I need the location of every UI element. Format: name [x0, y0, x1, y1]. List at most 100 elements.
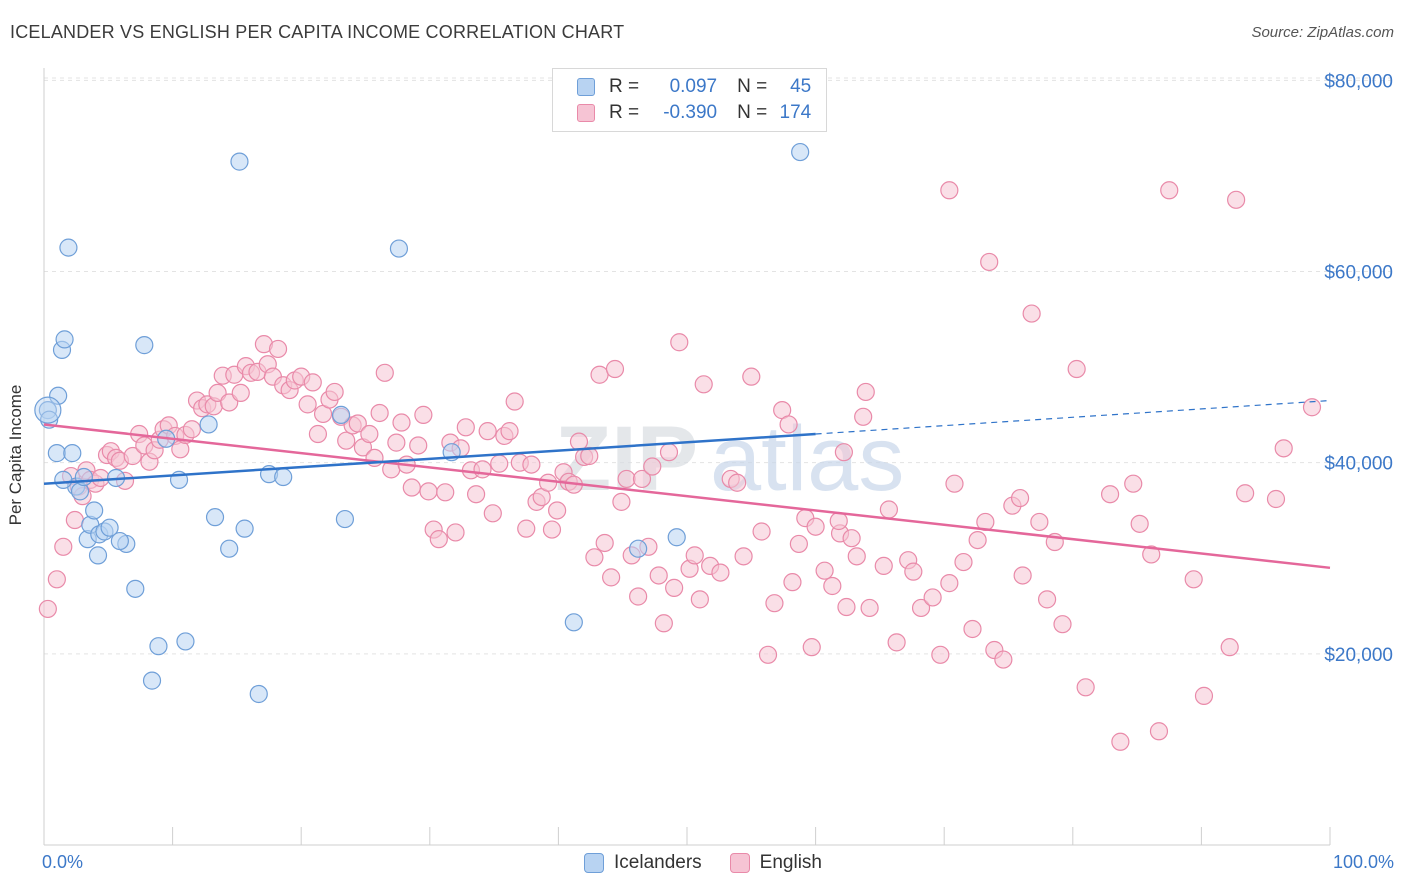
icelander-point: [331, 405, 351, 424]
english-point: [860, 598, 879, 618]
english-point: [387, 433, 406, 452]
english-point: [539, 473, 558, 492]
icelander-point: [199, 415, 218, 434]
legend-item-english: English: [729, 852, 822, 874]
english-point: [65, 510, 84, 530]
english-point: [854, 407, 873, 426]
english-point: [605, 359, 625, 379]
english-point: [54, 537, 73, 556]
icelander-point: [564, 613, 583, 632]
english-point: [569, 432, 589, 451]
icelander-point: [85, 501, 104, 520]
english-point: [629, 587, 648, 606]
legend-swatch-pink: [577, 104, 595, 122]
english-point: [779, 415, 798, 434]
english-point: [409, 436, 428, 455]
y-tick-label: $20,000: [1324, 645, 1393, 666]
english-point: [542, 520, 562, 539]
english-point: [1067, 359, 1086, 379]
english-point: [980, 252, 999, 272]
english-point: [758, 645, 778, 664]
english-point: [517, 519, 536, 538]
english-point: [1160, 181, 1179, 200]
legend-r-label: R =: [609, 102, 640, 123]
icelander-trend-line: [43, 432, 816, 485]
icelander-point: [230, 152, 249, 171]
english-point: [303, 373, 322, 392]
english-point: [1194, 686, 1214, 705]
english-point: [1022, 304, 1041, 323]
english-point: [490, 454, 509, 473]
x-tick-max: 100.0%: [1332, 852, 1394, 872]
english-point: [1130, 514, 1149, 533]
english-point: [752, 522, 771, 541]
icelander-point: [274, 467, 293, 487]
legend-n-value: 174: [779, 102, 812, 123]
english-point: [1111, 732, 1130, 751]
english-point: [298, 395, 317, 414]
icelander-point: [667, 528, 686, 547]
english-point: [632, 469, 652, 489]
english-point: [402, 478, 421, 497]
english-point: [1302, 398, 1322, 417]
icelander-point: [389, 239, 409, 258]
english-point: [923, 588, 942, 607]
english-point: [649, 566, 668, 585]
english-point: [123, 446, 142, 466]
english-point: [1037, 590, 1057, 609]
english-point: [370, 403, 389, 423]
english-point: [1030, 512, 1049, 532]
english-point: [665, 578, 684, 597]
icelander-point: [149, 637, 168, 656]
english-point: [823, 576, 842, 596]
english-point: [1013, 566, 1032, 585]
english-point: [994, 650, 1013, 669]
english-point: [348, 414, 367, 433]
english-point: [617, 469, 636, 489]
english-point: [694, 375, 713, 394]
english-point: [308, 424, 328, 444]
english-point: [685, 546, 704, 565]
icelander-point: [142, 671, 162, 690]
legend-row-english: R = -0.390 N = 174: [577, 101, 811, 125]
english-point: [1236, 484, 1255, 503]
english-point: [815, 561, 834, 580]
y-tick-label: $40,000: [1324, 454, 1393, 475]
english-point: [847, 547, 866, 566]
english-point: [590, 365, 609, 384]
english-point: [954, 552, 973, 572]
y-tick-labels: $20,000 $40,000 $60,000 $80,000: [1324, 71, 1393, 665]
english-point: [91, 468, 110, 488]
english-points: [38, 181, 1322, 751]
english-point: [887, 633, 906, 652]
english-point: [834, 443, 853, 462]
legend-swatch-english: [729, 853, 750, 873]
english-point: [473, 460, 492, 479]
english-point: [1076, 678, 1095, 697]
legend-swatch-blue: [577, 78, 595, 96]
english-point: [1124, 474, 1143, 493]
icelander-point: [63, 444, 82, 463]
english-point: [392, 413, 411, 432]
english-point: [968, 530, 987, 550]
english-point: [268, 339, 288, 359]
icelander-point: [49, 386, 68, 405]
english-point: [602, 568, 621, 587]
english-point: [325, 382, 344, 402]
english-point: [931, 645, 950, 664]
english-point: [375, 363, 394, 382]
icelander-point: [126, 579, 145, 598]
legend-swatch-icelanders: [584, 853, 604, 873]
watermark-atlas: atlas: [710, 408, 904, 510]
english-point: [940, 574, 959, 593]
english-point: [659, 443, 679, 462]
english-point: [842, 529, 861, 548]
english-point: [595, 533, 614, 553]
series-legend: Icelanders English: [0, 852, 1406, 874]
english-point: [1227, 190, 1246, 209]
english-point: [802, 638, 821, 657]
english-point: [231, 383, 250, 403]
icelander-point: [791, 142, 810, 162]
legend-r-value: -0.390: [663, 102, 718, 123]
english-point: [612, 492, 631, 511]
